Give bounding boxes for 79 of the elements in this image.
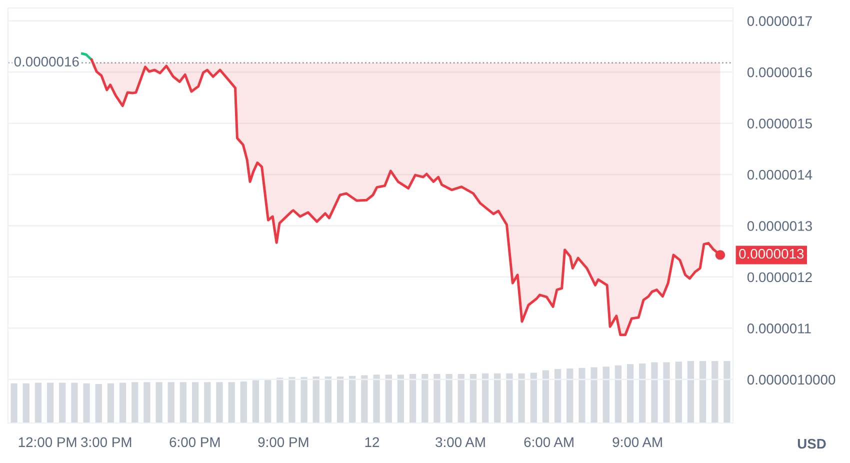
bar <box>300 377 308 423</box>
bar <box>542 370 550 423</box>
bar <box>422 374 428 423</box>
bar <box>409 374 416 423</box>
bar <box>216 382 223 423</box>
bar <box>264 378 272 423</box>
y-tick-label: 0.0000014 <box>747 170 812 180</box>
bar <box>590 367 598 423</box>
bar <box>168 382 174 423</box>
bar <box>71 382 78 423</box>
bar <box>276 378 284 423</box>
bar <box>578 368 586 423</box>
y-tick-label: 0.0000016 <box>747 67 812 78</box>
y-tick-label: 0.0000013 <box>747 221 812 231</box>
bar <box>724 361 730 423</box>
bar <box>385 374 392 423</box>
bar <box>349 376 356 423</box>
bar <box>10 383 18 423</box>
bar <box>712 361 718 423</box>
bar <box>324 376 332 423</box>
x-tick-label: 3:00 PM <box>81 437 132 448</box>
bar <box>156 382 162 423</box>
bar <box>361 375 368 423</box>
y-tick-label: 0.0000012 <box>747 272 812 282</box>
annotation: 0.0000013 <box>739 248 804 259</box>
bar <box>530 372 537 423</box>
bar <box>687 361 694 423</box>
bar <box>132 382 138 423</box>
bar <box>614 365 622 423</box>
x-tick-label: 3:00 AM <box>436 437 485 448</box>
bar <box>506 373 513 423</box>
bar <box>494 373 501 423</box>
bar <box>482 373 489 423</box>
ref-line-label: 0.0000016 <box>14 56 79 67</box>
bar <box>470 374 477 423</box>
bar <box>83 383 90 423</box>
bar <box>228 382 235 423</box>
y-tick-label: 0.0000015 <box>747 118 812 128</box>
y-tick-label: 0.0000011 <box>747 324 811 334</box>
bar <box>59 382 66 423</box>
bar <box>312 376 320 423</box>
x-tick-label: 9:00 PM <box>258 437 308 448</box>
bar <box>566 368 574 423</box>
bar <box>107 383 114 423</box>
bar <box>626 364 634 423</box>
bar <box>180 382 187 423</box>
x-tick-label: 6:00 AM <box>524 437 574 448</box>
bar <box>434 374 440 423</box>
x-tick-label: 6:00 PM <box>170 437 220 448</box>
bar <box>602 366 610 423</box>
bar <box>204 382 211 423</box>
bar <box>119 382 126 423</box>
x-tick-label: 12 <box>365 437 380 447</box>
bar <box>373 374 380 423</box>
bar <box>46 382 54 423</box>
bar <box>397 374 404 423</box>
x-tick-label: 12:00 PM <box>18 437 76 448</box>
x-tick-label: 9:00 AM <box>612 437 662 448</box>
bar <box>95 384 102 423</box>
y-tick-label: 0.0000017 <box>747 16 812 26</box>
bar <box>446 374 452 423</box>
bar <box>22 383 30 423</box>
bar <box>663 362 670 423</box>
bar <box>34 382 42 423</box>
bar <box>144 382 150 423</box>
bar <box>699 361 706 423</box>
bar <box>639 363 646 423</box>
bar <box>554 369 562 423</box>
bar <box>192 382 199 423</box>
bar <box>288 377 296 423</box>
y-tick-label: 0.0000010000 <box>747 374 836 385</box>
bar <box>675 362 682 423</box>
bar <box>252 380 260 423</box>
bar <box>240 381 247 423</box>
bar <box>651 362 658 423</box>
text: USD <box>798 438 826 449</box>
bar <box>518 373 525 423</box>
bar <box>458 374 464 423</box>
bar <box>336 376 344 423</box>
